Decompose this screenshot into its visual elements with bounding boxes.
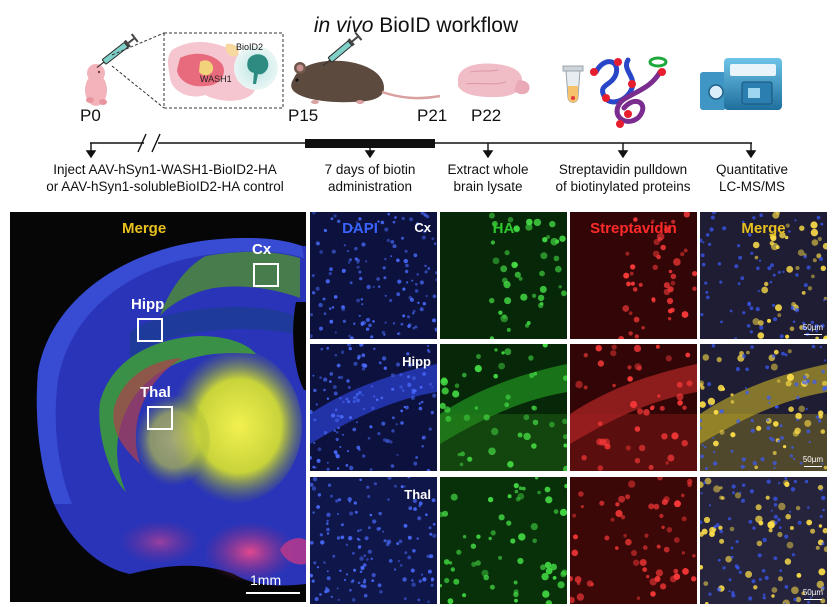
micrograph-dapi-thal: Thal: [310, 477, 437, 604]
roi-box-cx: [253, 263, 279, 287]
brain-icon: [458, 63, 530, 98]
micrograph-streptavidin-cx: Streptavidin: [570, 212, 697, 339]
micrograph-texture: [570, 344, 697, 471]
column-label-streptavidin: Streptavidin: [590, 220, 677, 237]
workflow-illustrations: [85, 31, 782, 128]
roi-label-cx: Cx: [252, 241, 272, 258]
stage-p22: P22: [471, 106, 502, 125]
step-inject: Inject AAV-hSyn1-WASH1-BioID2-HA or AAV-…: [46, 162, 284, 194]
tube-icon: [562, 65, 584, 103]
micrograph-streptavidin-thal: [570, 477, 697, 604]
merge-brain-panel: Merge Cx Hipp Thal 1mm: [10, 212, 306, 602]
title-italic: in vivo: [313, 14, 374, 37]
micrograph-scale-label: 50µm: [802, 588, 823, 597]
micrograph-ha-thal: [440, 477, 567, 604]
mouse-icon: [291, 60, 441, 104]
roi-label-thal: Thal: [140, 384, 171, 401]
step-lcms: Quantitative LC-MS/MS: [715, 162, 789, 194]
micrograph-merge-hipp: 50µm: [700, 344, 827, 471]
row-label-cx: Cx: [414, 220, 431, 235]
inset-label-wash1: WASH1: [200, 74, 232, 84]
micrograph-scale-bar: [804, 465, 822, 467]
stage-p0: P0: [80, 106, 101, 125]
micrograph-texture: [700, 212, 827, 339]
timeline-axis: [85, 133, 757, 159]
syringe-icon: [322, 31, 363, 67]
roi-box-hipp: [137, 318, 163, 342]
syringe-icon: [96, 33, 139, 69]
neuron-inset-illustration: [168, 41, 278, 101]
micrograph-scale-label: 50µm: [802, 455, 823, 464]
mass-spectrometer-icon: [700, 58, 782, 110]
micrograph-texture: [440, 477, 567, 604]
merge-panel-label: Merge: [122, 220, 167, 237]
step-extract: Extract whole brain lysate: [447, 162, 529, 194]
title-rest: BioID workflow: [379, 14, 519, 37]
column-label-ha: HA: [492, 220, 515, 237]
stage-p15: P15: [288, 106, 319, 125]
micrograph-texture: [570, 212, 697, 339]
column-label-dapi: DAPI: [342, 220, 378, 237]
micrograph-streptavidin-hipp: [570, 344, 697, 471]
brain-scale-label: 1mm: [250, 572, 282, 588]
row-label-hipp: Hipp: [402, 354, 431, 369]
micrograph-texture: [440, 344, 567, 471]
step-biotin: 7 days of biotin administration: [324, 162, 416, 194]
micrograph-scale-bar: [804, 333, 822, 335]
micrograph-merge-thal: 50µm: [700, 477, 827, 604]
micrograph-texture: [310, 212, 437, 339]
micrograph-dapi-hipp: Hipp: [310, 344, 437, 471]
stage-p21: P21: [417, 106, 448, 125]
roi-label-hipp: Hipp: [131, 296, 165, 313]
roi-box-thal: [147, 406, 173, 430]
micrograph-dapi-cx: DAPI Cx: [310, 212, 437, 339]
inset-label-bioid2: BioID2: [236, 42, 264, 52]
row-label-thal: Thal: [404, 487, 431, 502]
pup-icon: [85, 64, 107, 106]
micrograph-texture: [440, 212, 567, 339]
column-label-merge: Merge: [741, 220, 786, 237]
micrograph-ha-cx: HA: [440, 212, 567, 339]
figure-title: in vivo BioID workflow: [0, 14, 832, 38]
micrograph-scale-label: 50µm: [802, 323, 823, 332]
micrograph-merge-cx: Merge 50µm: [700, 212, 827, 339]
step-pulldown: Streptavidin pulldown of biotinylated pr…: [555, 162, 691, 194]
micrograph-texture: [310, 477, 437, 604]
micrograph-texture: [310, 344, 437, 471]
micrograph-texture: [570, 477, 697, 604]
brain-scale-bar: [246, 592, 300, 594]
micrograph-scale-bar: [804, 598, 822, 600]
protein-icon: [590, 56, 668, 128]
micrograph-texture: [700, 344, 827, 471]
micrograph-ha-hipp: [440, 344, 567, 471]
micrograph-texture: [700, 477, 827, 604]
